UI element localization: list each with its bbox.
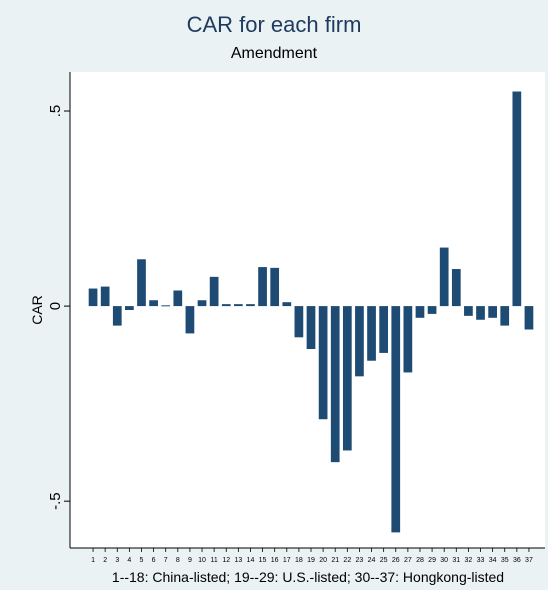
x-tick-label: 26 bbox=[392, 557, 400, 564]
bar-35 bbox=[500, 306, 510, 326]
bar-3 bbox=[112, 306, 122, 326]
bar-31 bbox=[451, 269, 461, 307]
bar-36 bbox=[512, 91, 522, 307]
bar-34 bbox=[488, 306, 497, 318]
x-tick-label: 6 bbox=[152, 557, 156, 564]
x-tick-label: 31 bbox=[452, 557, 460, 564]
y-tick-label: -.5 bbox=[47, 492, 64, 510]
x-axis-label: 1--18: China-listed; 19--29: U.S.-listed… bbox=[112, 569, 504, 585]
bar-5 bbox=[137, 259, 146, 307]
bar-24 bbox=[367, 306, 376, 361]
bar-14 bbox=[246, 304, 255, 307]
x-tick-label: 22 bbox=[343, 557, 351, 564]
x-tick-label: 5 bbox=[140, 557, 144, 564]
bar-19 bbox=[306, 306, 316, 350]
x-tick-label: 29 bbox=[428, 557, 436, 564]
x-tick-label: 12 bbox=[222, 557, 230, 564]
bar-10 bbox=[197, 300, 207, 307]
x-tick-label: 3 bbox=[115, 557, 119, 564]
bar-1 bbox=[88, 288, 98, 307]
bar-15 bbox=[258, 267, 267, 307]
bar-17 bbox=[282, 302, 292, 307]
bar-29 bbox=[427, 306, 437, 314]
x-tick-label: 7 bbox=[164, 557, 168, 564]
bar-28 bbox=[415, 306, 425, 318]
x-tick-label: 33 bbox=[477, 557, 485, 564]
x-tick-label: 34 bbox=[489, 557, 497, 564]
bar-8 bbox=[173, 290, 183, 307]
bar-22 bbox=[342, 306, 352, 451]
bar-37 bbox=[524, 306, 534, 330]
bar-30 bbox=[439, 247, 449, 307]
x-tick-label: 20 bbox=[319, 557, 327, 564]
y-tick-label: .5 bbox=[47, 105, 64, 118]
bar-23 bbox=[355, 306, 364, 377]
bar-12 bbox=[221, 304, 231, 307]
x-tick-label: 24 bbox=[368, 557, 376, 564]
x-tick-label: 2 bbox=[103, 557, 107, 564]
x-tick-label: 21 bbox=[331, 557, 339, 564]
x-tick-label: 18 bbox=[295, 557, 303, 564]
x-tick-label: 32 bbox=[465, 557, 473, 564]
bar-25 bbox=[379, 306, 389, 353]
x-tick-label: 4 bbox=[127, 557, 131, 564]
bar-26 bbox=[391, 306, 401, 533]
x-tick-label: 23 bbox=[356, 557, 364, 564]
bar-13 bbox=[233, 304, 243, 307]
bar-18 bbox=[294, 306, 304, 338]
x-tick-label: 37 bbox=[525, 557, 533, 564]
x-tick-label: 28 bbox=[416, 557, 424, 564]
bar-27 bbox=[403, 306, 413, 373]
bar-32 bbox=[464, 306, 473, 316]
chart-title: CAR for each firm bbox=[187, 12, 362, 37]
bar-2 bbox=[100, 286, 110, 307]
x-tick-label: 36 bbox=[513, 557, 521, 564]
x-tick-label: 25 bbox=[380, 557, 388, 564]
x-tick-label: 16 bbox=[271, 557, 279, 564]
bar-9 bbox=[185, 306, 195, 334]
x-tick-label: 10 bbox=[198, 557, 206, 564]
x-tick-label: 9 bbox=[188, 557, 192, 564]
x-tick-label: 27 bbox=[404, 557, 412, 564]
y-tick-label: 0 bbox=[47, 302, 64, 310]
x-tick-label: 13 bbox=[234, 557, 242, 564]
bar-11 bbox=[209, 276, 219, 307]
x-tick-label: 30 bbox=[440, 557, 448, 564]
x-tick-label: 1 bbox=[91, 557, 95, 564]
x-tick-label: 17 bbox=[283, 557, 291, 564]
bar-4 bbox=[125, 306, 134, 310]
x-tick-label: 15 bbox=[259, 557, 267, 564]
x-tick-label: 11 bbox=[210, 557, 217, 564]
x-axis-ticks: 1 2 3 4 5 6 7 8 9 10 11 12 13 14 15 16 17 18 19 20 21 22 23 24 2… bbox=[91, 548, 533, 564]
y-axis-ticks: -.5 0 .5 bbox=[47, 105, 70, 510]
x-tick-label: 14 bbox=[247, 557, 255, 564]
bar-21 bbox=[330, 306, 340, 463]
bars bbox=[88, 91, 534, 533]
bar-7 bbox=[161, 305, 171, 307]
bar-33 bbox=[476, 306, 485, 320]
y-axis-label: CAR bbox=[29, 295, 45, 325]
bar-20 bbox=[318, 306, 328, 420]
x-tick-label: 35 bbox=[501, 557, 509, 564]
x-tick-label: 8 bbox=[176, 557, 180, 564]
chart-subtitle: Amendment bbox=[231, 45, 318, 62]
x-tick-label: 19 bbox=[307, 557, 315, 564]
bar-6 bbox=[149, 300, 158, 307]
bar-16 bbox=[270, 267, 280, 307]
